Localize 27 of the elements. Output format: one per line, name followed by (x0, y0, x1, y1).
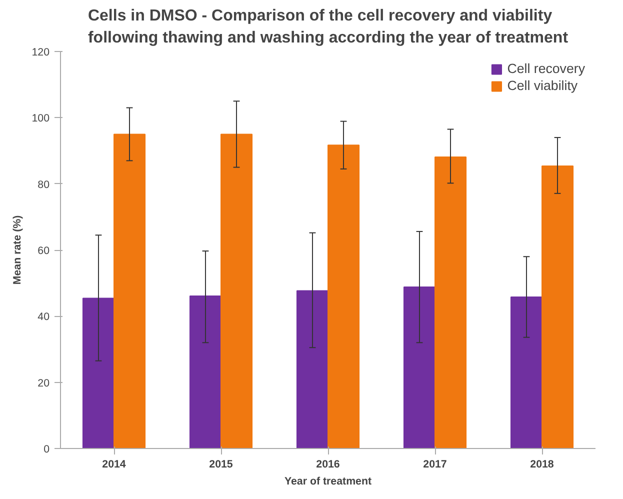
bar (328, 144, 360, 448)
y-tick-label: 100 (32, 112, 50, 125)
bar (403, 286, 436, 448)
y-tick-label: 0 (44, 444, 50, 456)
x-axis-title: Year of treatment (284, 476, 372, 488)
y-tick-label: 120 (32, 46, 50, 58)
x-tick-label: 2016 (316, 458, 340, 470)
x-tick-label: 2017 (423, 458, 447, 470)
x-tick-label: 2014 (102, 458, 126, 470)
chart-title: Cells in DMSO - Comparison of the cell recovery and viability following thawing and washing according the year of treatment (88, 7, 569, 46)
y-axis-title: Mean rate (%) (12, 214, 24, 285)
y-tick-label: 40 (38, 311, 50, 324)
x-tick-label: 2018 (530, 458, 554, 470)
bar (434, 156, 467, 448)
legend-label: Cell viability (507, 78, 578, 93)
y-tick-label: 20 (38, 377, 50, 390)
bar (510, 296, 542, 448)
bar (296, 290, 328, 448)
bar (542, 165, 574, 448)
legend-label: Cell recovery (507, 61, 585, 76)
bar (189, 295, 222, 448)
bar (220, 134, 253, 448)
y-tick-label: 80 (38, 178, 50, 191)
bar (114, 134, 146, 448)
x-tick-label: 2015 (209, 458, 233, 470)
bar (82, 298, 114, 448)
y-tick-label: 60 (38, 245, 50, 257)
